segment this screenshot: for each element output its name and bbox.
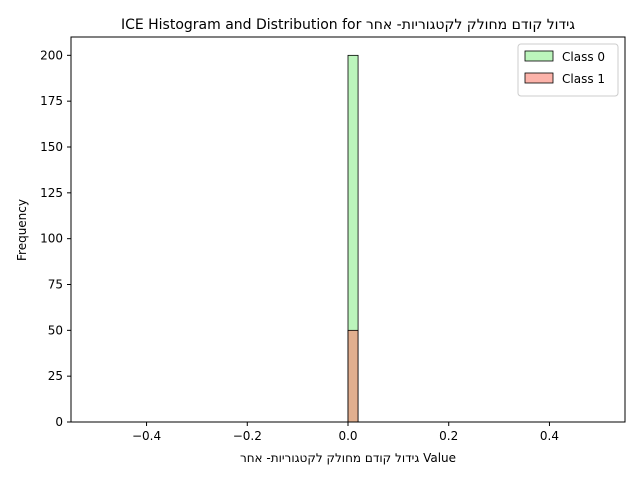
legend-swatch	[524, 72, 554, 84]
x-tick-label: 0.2	[439, 429, 458, 443]
y-tick-label: 50	[48, 323, 63, 337]
y-tick-label: 25	[48, 369, 63, 383]
plot-area: −0.4 −0.2 0.0 0.2 0.4 0 25 50 75 100 125 150 175 200	[40, 36, 626, 443]
y-tick-label: 150	[40, 140, 63, 154]
y-tick-label: 125	[40, 186, 63, 200]
y-tick-label: 100	[40, 232, 63, 246]
y-tick-label: 200	[40, 48, 63, 62]
y-tick-label: 0	[55, 415, 63, 429]
x-tick-label: 0.4	[540, 429, 559, 443]
y-tick-label: 175	[40, 94, 63, 108]
bar-series-1-bin-0	[347, 329, 359, 423]
x-tick-label: −0.2	[233, 429, 262, 443]
legend: Class 0 Class 1	[517, 43, 619, 97]
legend-label: Class 0	[562, 50, 605, 64]
x-axis-label: גידול קודם מחולק לקטגוריות- אחר Value	[240, 451, 456, 465]
legend-label: Class 1	[562, 72, 605, 86]
legend-swatch	[524, 50, 554, 62]
y-tick-label: 75	[48, 278, 63, 292]
x-tick-label: 0.0	[338, 429, 357, 443]
y-axis-label: Frequency	[15, 199, 29, 261]
x-tick-label: −0.4	[132, 429, 161, 443]
chart-title: ICE Histogram and Distribution for גידול…	[121, 17, 575, 33]
